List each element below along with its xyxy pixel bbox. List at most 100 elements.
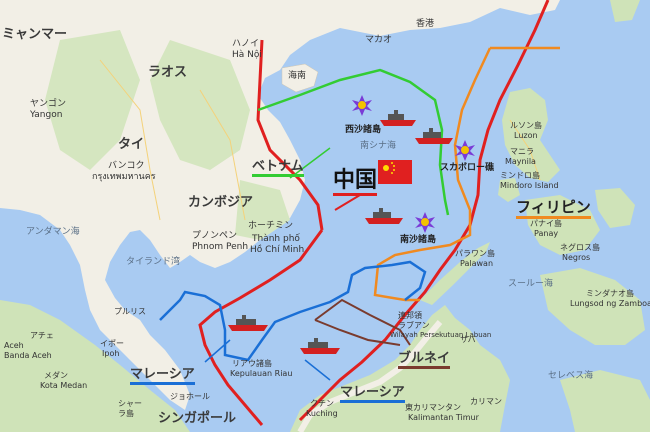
label-phnom-penh: Phnom Penh [192, 242, 249, 252]
label-riau-jp: リアウ諸島 [232, 359, 272, 368]
china-claim-line [256, 39, 324, 231]
hainan-island [281, 63, 319, 93]
label-johor: ジョホール [170, 392, 210, 401]
label-yangon-en: Yangon [30, 110, 63, 120]
explosion-icon-spratly [415, 212, 435, 233]
label-riau: Kepulauan Riau [230, 369, 293, 378]
label-luzon: Luzon [514, 131, 538, 140]
borneo-coast [297, 320, 443, 432]
label-spratly: 南沙諸島 [400, 235, 437, 245]
label-china: 中国 [333, 170, 378, 196]
philippines-claim-line-2 [373, 47, 492, 302]
label-hainan: 海南 [288, 71, 307, 81]
vietnam-arrow [289, 147, 331, 179]
label-labuan-jp2: ラブアン [398, 321, 430, 330]
samar-island [595, 188, 635, 228]
label-philippines: フィリピン [516, 200, 591, 219]
warship-icon-paracel-1 [380, 110, 416, 126]
label-medan: Kota Medan [40, 381, 88, 390]
label-panay: Panay [534, 229, 559, 238]
label-scarborough: スカボロー礁 [440, 163, 495, 173]
label-sabah: サバ [460, 335, 476, 344]
mindanao-island [540, 268, 645, 345]
malaysia-arrow [304, 359, 331, 381]
label-andaman-sea: アンダマン海 [26, 227, 80, 237]
label-thailand: タイ [118, 137, 145, 152]
label-celebes-sea: セレベス海 [548, 371, 594, 381]
palawan-island [420, 242, 490, 305]
label-palawan: Palawan [460, 259, 494, 268]
label-aceh: アチェ [30, 331, 54, 340]
label-banda-aceh: Banda Aceh [4, 351, 52, 360]
visayas-islands [525, 195, 600, 255]
label-ipoh: イポー [100, 339, 124, 348]
china-arrow [334, 194, 361, 211]
china-claim-line-south [198, 229, 324, 426]
warship-icon-borneo [300, 338, 340, 354]
label-labuan-jp: 連邦領 [398, 311, 422, 320]
label-hochiminh-1: Thành phố [252, 234, 300, 244]
label-myanmar: ミャンマー [2, 27, 68, 42]
highland-2 [45, 30, 140, 170]
malaysia-claim-line [159, 260, 427, 362]
label-negros: Negros [562, 253, 591, 262]
label-mindoro-jp: ミンドロ島 [500, 171, 540, 180]
label-labuan: Wilayah Persekutuan Labuan [390, 331, 492, 339]
sumatra-island [0, 300, 190, 432]
label-south-china-sea: 南シナ海 [360, 141, 397, 151]
label-sumatra2: ラ島 [118, 409, 134, 418]
label-mindoro: Mindoro Island [500, 181, 559, 190]
warship-icon-spratly-1 [365, 208, 403, 224]
label-kuching: Kuching [306, 409, 338, 418]
label-hochiminh-jp: ホーチミン [248, 221, 294, 231]
highland-1 [150, 40, 250, 170]
label-luzon-jp: ルソン島 [510, 121, 542, 130]
label-paracel: 西沙諸島 [345, 125, 382, 135]
label-mindanao-jp: ミンダナオ島 [586, 289, 634, 298]
sulawesi-island [560, 370, 650, 432]
label-malaysia-east: マレーシア [340, 386, 405, 403]
label-mindanao: Lungsod ng Zamboanga [570, 299, 650, 308]
label-malaysia-west: マレーシア [130, 368, 195, 385]
label-kuching-jp: クチン [310, 399, 334, 408]
label-gulf-of-thailand: タイランド湾 [126, 257, 181, 267]
label-aceh-en: Aceh [4, 341, 24, 350]
label-manila-jp: マニラ [510, 147, 534, 156]
china-claim-line-east [298, 0, 550, 422]
warship-icon-riau [228, 315, 268, 331]
mindoro-island [498, 178, 520, 202]
label-tarakan: カリマン [470, 397, 502, 406]
label-palawan-jp: パラワン島 [455, 249, 495, 258]
warship-icon-paracel-2 [415, 128, 453, 144]
highland-3 [235, 180, 290, 240]
label-kalimantan-jp: 東カリマンタン [405, 403, 461, 412]
label-brunei: ブルネイ [398, 352, 451, 369]
label-bangkok: バンコク [108, 161, 145, 171]
label-hanoi-jp: ハノイ [232, 39, 260, 49]
brunei-claim-line [314, 298, 411, 346]
label-hongkong: 香港 [416, 19, 435, 29]
explosion-icon-paracel [352, 95, 372, 116]
label-hanoi: Hà Nội [232, 50, 262, 60]
chinese-flag-icon [378, 160, 412, 184]
brunei-claim-line-2 [314, 319, 401, 346]
label-ipoh-en: Ipoh [102, 349, 120, 358]
luzon-island [502, 88, 560, 182]
label-manila: Maynila [505, 157, 536, 166]
label-vietnam: ベトナム [252, 160, 304, 177]
label-bangkok-th: กรุงเทพมหานคร [92, 172, 156, 182]
label-cambodia: カンボジア [188, 195, 254, 210]
label-sumatra: シャー [118, 399, 142, 408]
label-medan-jp: メダン [44, 371, 68, 380]
vietnam-claim-line [257, 68, 450, 216]
label-hochiminh-2: Hồ Chí Minh [250, 245, 305, 255]
label-laos: ラオス [148, 65, 188, 80]
explosion-icon-scarborough [455, 140, 475, 161]
label-phuket: プルリス [114, 307, 146, 316]
taiwan-island [610, 0, 640, 22]
label-yangon: ヤンゴン [30, 99, 67, 109]
label-panay-jp: パナイ島 [530, 219, 562, 228]
malaysia-arrow-2 [204, 339, 231, 363]
label-sulu-sea: スールー海 [508, 279, 554, 289]
